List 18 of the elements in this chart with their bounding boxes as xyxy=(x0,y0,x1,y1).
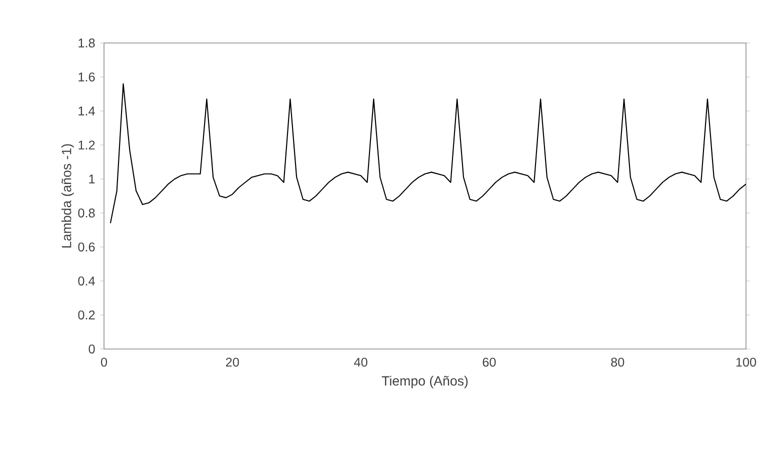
y-tick-label: 1 xyxy=(89,174,95,184)
x-tick-label: 100 xyxy=(736,358,756,367)
y-tick-label: 0 xyxy=(88,344,95,354)
x-axis-title: Tiempo (Años) xyxy=(382,376,468,388)
x-tick-label: 40 xyxy=(354,358,368,367)
y-axis-title: Lambda (años -1) xyxy=(61,144,74,248)
x-tick-label: 80 xyxy=(611,358,624,367)
y-tick-label: 1.4 xyxy=(78,106,95,116)
y-tick-label: 1.8 xyxy=(78,38,95,48)
y-tick-label: 0.6 xyxy=(78,242,95,252)
y-tick-label: 0.4 xyxy=(78,276,95,286)
x-tick-label: 60 xyxy=(482,358,496,367)
y-tick-label: 0.8 xyxy=(78,208,95,218)
x-tick-label: 0 xyxy=(100,358,108,367)
y-tick-label: 1.6 xyxy=(78,72,95,82)
x-tick-label: 20 xyxy=(226,358,239,367)
y-tick-label: 0.2 xyxy=(78,310,95,320)
y-tick-label: 1.2 xyxy=(78,140,95,150)
